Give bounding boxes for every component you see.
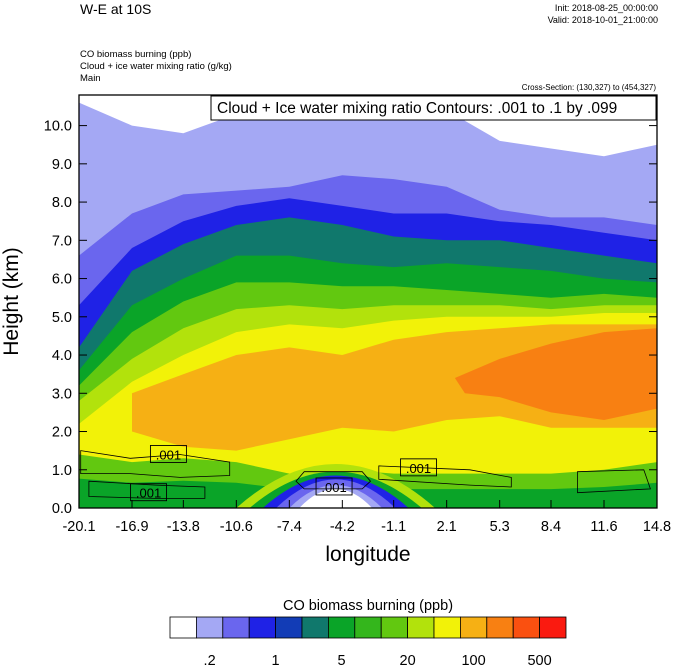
colorbar-swatch-4 (275, 616, 303, 639)
colorbar-label-1: 1 (272, 653, 280, 667)
contour-label-3: .001 (406, 461, 431, 476)
contour-label-box-1 (130, 483, 168, 502)
x-tick-label-10: 11.6 (590, 519, 617, 535)
colorbar-swatch-9 (407, 616, 435, 639)
plot-frame (78, 94, 658, 509)
field-layers: .001 .001 .001 .001 (79, 95, 657, 508)
cloud-contour-west-upper (80, 450, 231, 478)
colorbar-title: CO biomass burning (ppb) (283, 598, 453, 614)
y-tick-label-8: 8.0 (52, 195, 72, 211)
contour-label-box-3 (400, 458, 437, 477)
x-tick-label-7: 2.1 (437, 519, 457, 535)
contour-label-box-2 (315, 477, 353, 496)
x-tick-label-2: -13.8 (167, 519, 200, 535)
y-tick-label-1: 1.0 (52, 463, 72, 479)
contour-label-2: .001 (321, 480, 346, 495)
cloud-contour-center (295, 471, 372, 490)
cloud-contour-far-east (577, 469, 651, 494)
colorbar-label-3: 20 (400, 653, 416, 667)
contour-label-box-0 (149, 445, 187, 463)
colorbar-swatch-8 (380, 616, 409, 639)
plot-title: W-E at 10S (80, 1, 152, 17)
x-tick-label-11: 14.8 (643, 519, 671, 535)
contour-info-box (210, 95, 657, 121)
y-tick-label-10: 10.0 (44, 119, 72, 135)
y-tick-label-7: 7.0 (52, 233, 72, 249)
variable-name-main: Main (80, 73, 101, 84)
contour-label-1: .001 (136, 486, 161, 501)
variable-name-cloud: Cloud + ice water mixing ratio (g/kg) (80, 61, 232, 72)
colorbar-swatch-14 (539, 616, 567, 639)
colorbar-swatch-2 (222, 616, 250, 639)
colorbar-swatch-6 (327, 616, 356, 639)
colorbar-swatch-12 (486, 616, 514, 639)
colorbar-swatch-11 (459, 616, 488, 639)
colorbar-swatch-13 (512, 616, 541, 639)
y-tick-label-6: 6.0 (52, 272, 72, 288)
colorbar-label-5: 500 (527, 653, 551, 667)
colorbar-swatch-0 (169, 616, 197, 639)
colorbar-swatch-7 (354, 616, 382, 639)
y-tick-label-2: 2.0 (52, 425, 72, 441)
valid-time: Valid: 2018-10-01_21:00:00 (547, 15, 658, 25)
variable-name-co: CO biomass burning (ppb) (80, 49, 192, 60)
y-tick-label-4: 4.0 (52, 348, 72, 364)
colorbar-swatch-5 (301, 616, 329, 639)
cross-section-label: Cross-Section: (130,327) to (454,327) (521, 83, 656, 92)
x-tick-label-8: 5.3 (490, 519, 510, 535)
field-dome-white (299, 488, 373, 508)
cloud-contour-west-lower (88, 480, 206, 499)
colorbar-label-4: 100 (461, 653, 485, 667)
cloud-contour-east (378, 465, 512, 488)
contour-label-0: .001 (156, 447, 181, 462)
colorbar-swatch-3 (248, 616, 276, 639)
x-tick-label-1: -16.9 (115, 519, 148, 535)
x-tick-label-5: -4.2 (330, 519, 355, 535)
colorbar-label-0: .2 (204, 653, 216, 667)
y-tick-label-3: 3.0 (52, 386, 72, 402)
init-time: Init: 2018-08-25_00:00:00 (554, 3, 658, 13)
x-tick-label-0: -20.1 (62, 519, 95, 535)
colorbar-label-2: 5 (338, 653, 346, 667)
colorbar-swatch-1 (195, 616, 224, 639)
y-tick-label-9: 9.0 (52, 157, 72, 173)
y-tick-label-5: 5.0 (52, 310, 72, 326)
y-axis-label: Height (km) (0, 247, 23, 356)
y-tick-label-0: 0.0 (52, 501, 72, 517)
x-tick-label-6: -1.1 (381, 519, 406, 535)
x-tick-label-3: -10.6 (220, 519, 253, 535)
x-tick-label-4: -7.4 (277, 519, 302, 535)
x-tick-label-9: 8.4 (541, 519, 561, 535)
contour-info-label: Cloud + Ice water mixing ratio Contours:… (217, 100, 617, 117)
field-band-dark-orange (454, 328, 657, 420)
x-axis-label: longitude (325, 543, 410, 566)
colorbar-swatch-10 (433, 616, 461, 639)
